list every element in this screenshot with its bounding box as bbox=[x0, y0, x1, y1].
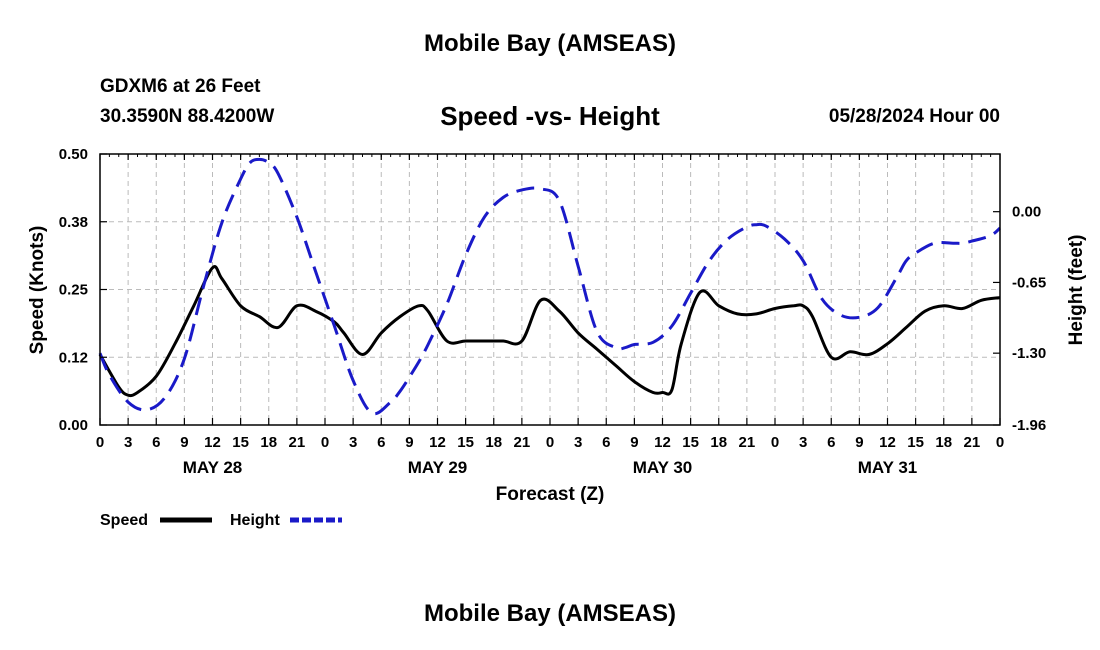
x-tick-label: 0 bbox=[321, 434, 329, 451]
x-tick-label: 6 bbox=[152, 434, 160, 451]
x-tick-label: 21 bbox=[514, 434, 531, 451]
x-tick-label: 9 bbox=[855, 434, 863, 451]
page-title: Mobile Bay (AMSEAS) bbox=[423, 30, 677, 57]
x-tick-label: 15 bbox=[682, 434, 699, 451]
x-tick-label: 21 bbox=[289, 434, 306, 451]
y-tick-label: 0.50 bbox=[59, 146, 88, 163]
y-tick-label: 0.38 bbox=[59, 214, 88, 231]
speed-series-line bbox=[98, 265, 1001, 398]
x-tick-label: 3 bbox=[124, 434, 132, 451]
x-tick-label: 12 bbox=[204, 434, 221, 451]
legend-height-label: Height bbox=[230, 512, 280, 529]
x-tick-label: 15 bbox=[457, 434, 474, 451]
height-series-line bbox=[98, 157, 1002, 416]
x-tick-label: 18 bbox=[485, 434, 502, 451]
x-tick-label: 6 bbox=[377, 434, 385, 451]
footer-title: Mobile Bay (AMSEAS) bbox=[423, 600, 677, 627]
x-tick-label: 18 bbox=[260, 434, 277, 451]
y-axis-title: Speed (Knots) bbox=[27, 226, 48, 355]
station-label: GDXM6 at 26 Feet bbox=[100, 76, 261, 97]
x-tick-label: 3 bbox=[799, 434, 807, 451]
date-label: MAY 31 bbox=[858, 458, 918, 477]
x-tick-label: 3 bbox=[349, 434, 357, 451]
x-tick-label: 3 bbox=[574, 434, 582, 451]
series bbox=[98, 157, 1002, 416]
x-tick-label: 15 bbox=[232, 434, 249, 451]
y2-tick-label: -1.30 bbox=[1012, 345, 1046, 362]
chart-title: Speed -vs- Height bbox=[440, 101, 660, 131]
x-tick-label: 15 bbox=[907, 434, 924, 451]
axis-labels: Forecast (Z) Speed (Knots) Height (feet) bbox=[27, 226, 1087, 505]
x-tick-label: 0 bbox=[546, 434, 554, 451]
x-tick-label: 0 bbox=[96, 434, 104, 451]
y2-tick-label: -1.96 bbox=[1012, 417, 1046, 434]
x-tick-label: 12 bbox=[429, 434, 446, 451]
x-tick-label: 9 bbox=[630, 434, 638, 451]
y-tick-label: 0.25 bbox=[59, 282, 88, 299]
legend: Speed Height bbox=[100, 512, 342, 529]
x-tick-label: 0 bbox=[996, 434, 1004, 451]
x-tick-label: 0 bbox=[771, 434, 779, 451]
x-tick-label: 18 bbox=[935, 434, 952, 451]
date-label: MAY 30 bbox=[633, 458, 693, 477]
legend-speed-label: Speed bbox=[100, 512, 148, 529]
x-tick-label: 9 bbox=[180, 434, 188, 451]
y2-tick-label: -0.65 bbox=[1012, 274, 1046, 291]
y-tick-label: 0.00 bbox=[59, 417, 88, 434]
x-tick-label: 21 bbox=[739, 434, 756, 451]
x-axis-title: Forecast (Z) bbox=[496, 484, 605, 505]
station-coords: 30.3590N 88.4200W bbox=[100, 106, 275, 127]
x-tick-label: 12 bbox=[654, 434, 671, 451]
x-tick-label: 21 bbox=[964, 434, 981, 451]
x-tick-label: 6 bbox=[827, 434, 835, 451]
grid bbox=[100, 154, 1000, 425]
x-tick-label: 9 bbox=[405, 434, 413, 451]
x-tick-label: 18 bbox=[710, 434, 727, 451]
date-label: MAY 28 bbox=[183, 458, 243, 477]
y-tick-label: 0.12 bbox=[59, 349, 88, 366]
x-tick-label: 6 bbox=[602, 434, 610, 451]
forecast-datetime: 05/28/2024 Hour 00 bbox=[828, 106, 1000, 127]
x-tick-label: 12 bbox=[879, 434, 896, 451]
axes: 0 3 6 9 12 15 18 21 0 3 6 9 12 15 18 21 0 3 6 9 12 15 18 21 0 3 6 9… bbox=[59, 146, 1046, 477]
y2-tick-label: 0.00 bbox=[1012, 204, 1041, 221]
y2-axis-title: Height (feet) bbox=[1066, 235, 1087, 346]
date-label: MAY 29 bbox=[408, 458, 468, 477]
